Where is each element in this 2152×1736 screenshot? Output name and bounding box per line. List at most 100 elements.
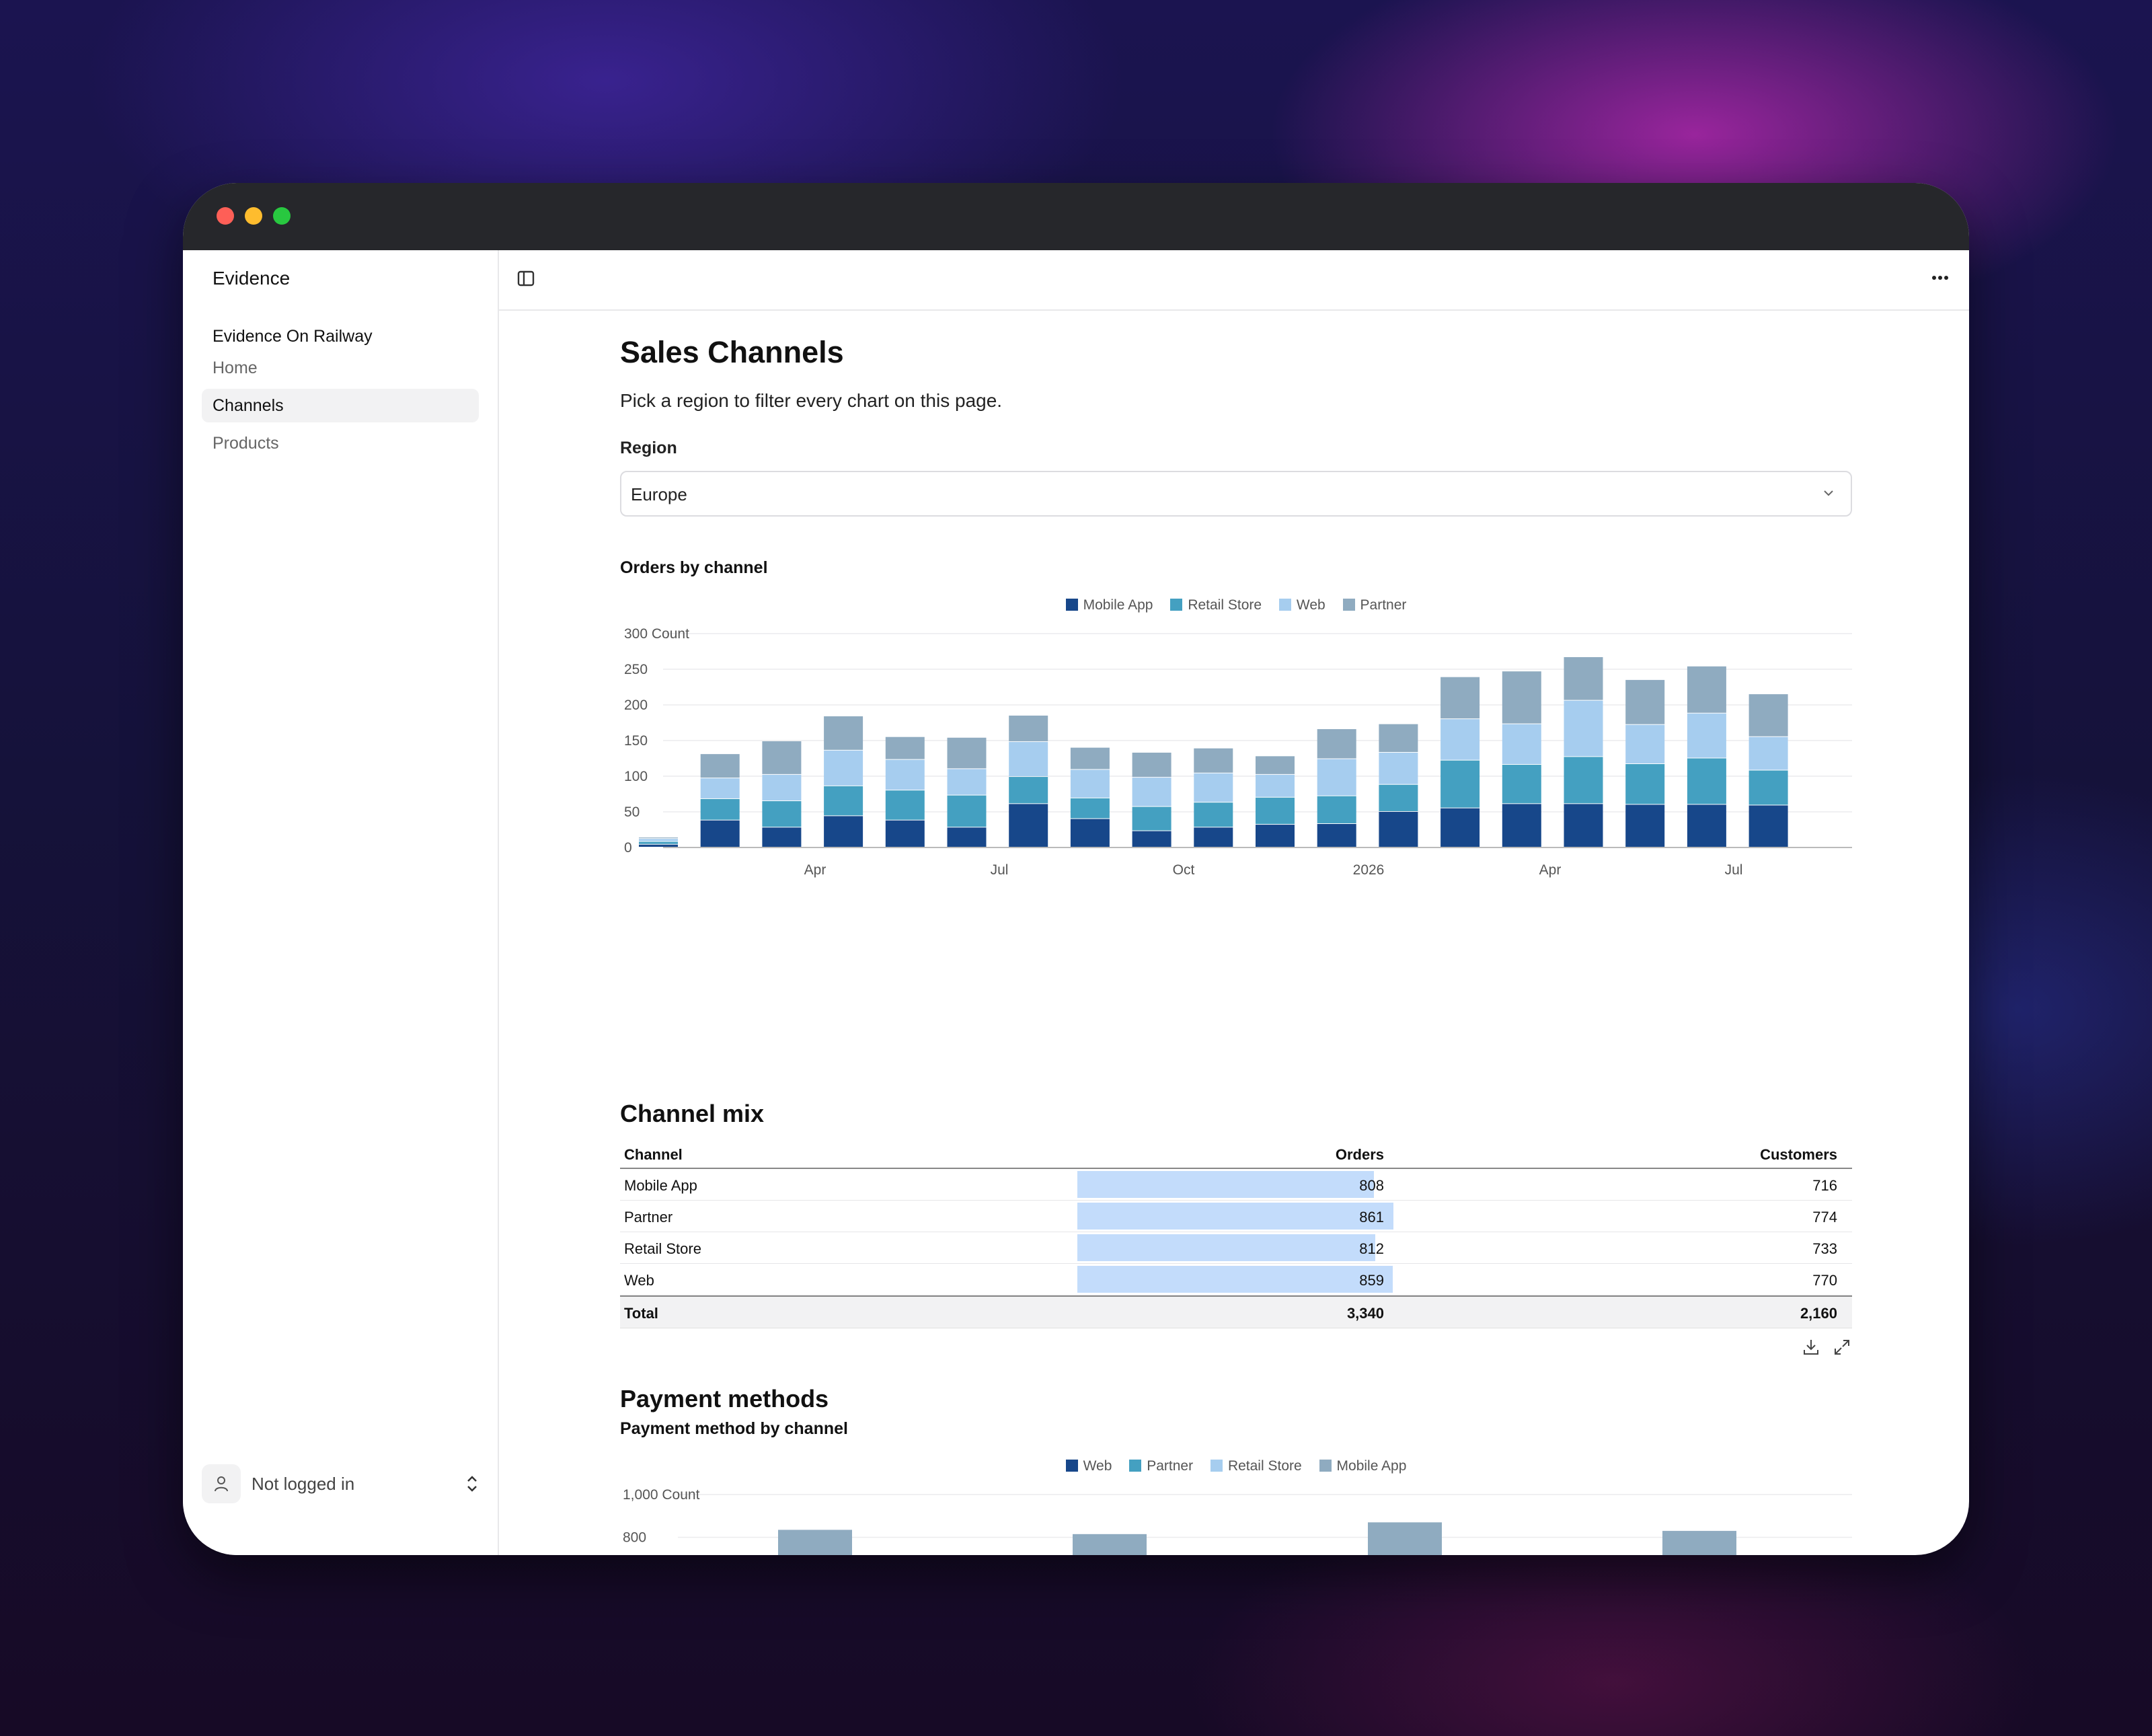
bar-segment[interactable] (700, 798, 740, 820)
bar-segment[interactable] (885, 820, 925, 847)
bar-segment[interactable] (1440, 677, 1480, 719)
bar-segment[interactable] (824, 716, 863, 750)
legend-item[interactable]: Partner (1342, 597, 1406, 613)
sidebar-item-home[interactable]: Home (213, 358, 258, 377)
bar-segment[interactable] (1256, 797, 1295, 825)
bar-segment[interactable] (1625, 763, 1665, 804)
bar-segment[interactable] (1317, 824, 1356, 847)
bar-segment[interactable] (1009, 742, 1048, 777)
bar-segment[interactable] (1009, 804, 1048, 847)
bar-segment[interactable] (1132, 753, 1171, 778)
legend-item[interactable]: Web (1065, 1458, 1112, 1474)
bar-segment[interactable] (1687, 713, 1726, 758)
bar-segment[interactable] (1502, 724, 1541, 765)
bar-segment[interactable] (700, 754, 740, 778)
bar-segment[interactable] (1132, 806, 1171, 831)
bar-segment[interactable] (1564, 757, 1603, 804)
chevron-up-down-icon[interactable] (465, 1474, 479, 1494)
bar-segment[interactable] (1662, 1531, 1736, 1555)
bar-segment[interactable] (1625, 679, 1665, 724)
bar-segment[interactable] (1073, 1534, 1147, 1555)
bar-segment[interactable] (778, 1530, 852, 1555)
bar-segment[interactable] (1194, 773, 1233, 802)
region-select[interactable]: Europe (620, 471, 1852, 517)
minimize-window-button[interactable] (245, 207, 262, 225)
bar-segment[interactable] (1070, 769, 1110, 798)
bar-segment[interactable] (1379, 724, 1418, 753)
bar-segment[interactable] (1070, 819, 1110, 847)
bar-segment[interactable] (1368, 1522, 1442, 1555)
bar-segment[interactable] (885, 790, 925, 820)
bar-segment[interactable] (1687, 758, 1726, 804)
legend-item[interactable]: Mobile App (1065, 597, 1153, 613)
bar-segment[interactable] (1009, 777, 1048, 804)
bar-segment[interactable] (824, 816, 863, 847)
bar-segment[interactable] (639, 844, 678, 847)
close-window-button[interactable] (217, 207, 234, 225)
legend-item[interactable]: Retail Store (1210, 1458, 1302, 1474)
legend-item[interactable]: Partner (1129, 1458, 1193, 1474)
bar-segment[interactable] (1564, 804, 1603, 847)
brand-title[interactable]: Evidence (213, 268, 291, 289)
column-header-customers[interactable]: Customers (1760, 1146, 1837, 1163)
bar-segment[interactable] (1625, 804, 1665, 847)
bar-segment[interactable] (1440, 808, 1480, 847)
bar-segment[interactable] (1379, 784, 1418, 811)
bar-segment[interactable] (700, 778, 740, 798)
bar-segment[interactable] (885, 737, 925, 759)
bar-segment[interactable] (762, 827, 802, 847)
bar-segment[interactable] (700, 820, 740, 847)
bar-segment[interactable] (1194, 802, 1233, 827)
bar-segment[interactable] (639, 841, 678, 844)
bar-segment[interactable] (1317, 759, 1356, 796)
legend-item[interactable]: Retail Store (1170, 597, 1262, 613)
expand-icon[interactable] (1832, 1337, 1852, 1357)
sidebar-toggle-icon[interactable] (516, 269, 535, 288)
bar-segment[interactable] (762, 801, 802, 827)
sidebar-item-channels[interactable]: Channels (202, 389, 479, 422)
bar-segment[interactable] (1564, 656, 1603, 700)
legend-item[interactable]: Web (1278, 597, 1325, 613)
bar-segment[interactable] (1502, 671, 1541, 724)
bar-segment[interactable] (1748, 694, 1788, 737)
bar-segment[interactable] (762, 774, 802, 801)
column-header-orders[interactable]: Orders (1335, 1146, 1384, 1163)
bar-segment[interactable] (1379, 753, 1418, 784)
bar-segment[interactable] (1440, 719, 1480, 760)
bar-segment[interactable] (1317, 796, 1356, 824)
legend-item[interactable]: Mobile App (1319, 1458, 1406, 1474)
bar-segment[interactable] (1748, 805, 1788, 847)
bar-segment[interactable] (639, 839, 678, 841)
bar-segment[interactable] (1748, 737, 1788, 770)
bar-segment[interactable] (1070, 798, 1110, 819)
bar-segment[interactable] (1256, 774, 1295, 797)
bar-segment[interactable] (1132, 778, 1171, 806)
bar-segment[interactable] (1564, 700, 1603, 757)
bar-segment[interactable] (885, 759, 925, 790)
bar-segment[interactable] (1502, 804, 1541, 847)
bar-segment[interactable] (1502, 765, 1541, 804)
bar-segment[interactable] (1009, 715, 1048, 742)
bar-segment[interactable] (1256, 756, 1295, 774)
bar-segment[interactable] (947, 827, 987, 847)
bar-segment[interactable] (1687, 804, 1726, 847)
download-icon[interactable] (1801, 1337, 1821, 1357)
maximize-window-button[interactable] (273, 207, 291, 225)
bar-segment[interactable] (947, 769, 987, 795)
bar-segment[interactable] (1317, 729, 1356, 759)
bar-segment[interactable] (1070, 747, 1110, 769)
bar-segment[interactable] (947, 795, 987, 827)
bar-segment[interactable] (1748, 770, 1788, 805)
bar-segment[interactable] (1132, 831, 1171, 847)
bar-segment[interactable] (1625, 724, 1665, 763)
bar-segment[interactable] (1256, 825, 1295, 847)
bar-segment[interactable] (824, 786, 863, 816)
bar-segment[interactable] (1194, 748, 1233, 773)
bar-segment[interactable] (947, 737, 987, 769)
bar-segment[interactable] (1687, 666, 1726, 713)
bar-segment[interactable] (639, 837, 678, 839)
bar-segment[interactable] (824, 750, 863, 786)
bar-segment[interactable] (1379, 812, 1418, 847)
more-options-icon[interactable] (1931, 274, 1949, 281)
bar-segment[interactable] (1194, 827, 1233, 847)
